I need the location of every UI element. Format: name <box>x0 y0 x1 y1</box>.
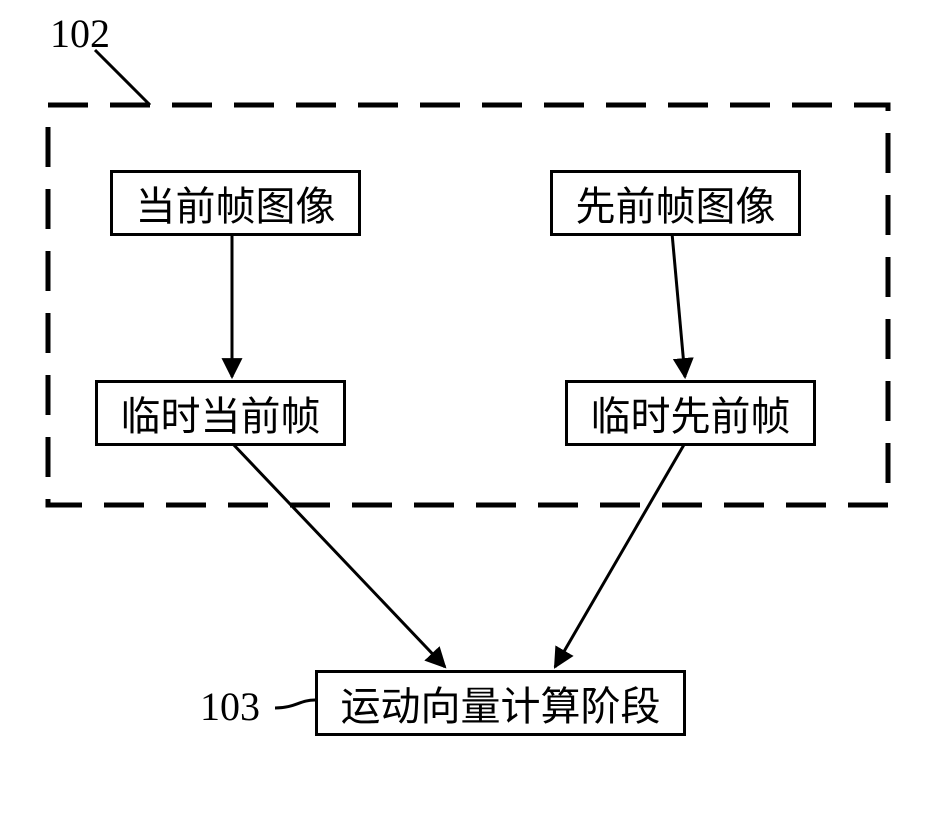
node-previous-frame-image: 先前帧图像 <box>550 170 801 236</box>
node-motion-vector-stage: 运动向量计算阶段 <box>315 670 686 736</box>
node-temp-current-frame-text: 临时当前帧 <box>121 384 321 442</box>
node-current-frame-image-text: 当前帧图像 <box>136 174 336 232</box>
node-current-frame-image: 当前帧图像 <box>110 170 361 236</box>
node-temp-previous-frame-text: 临时先前帧 <box>591 384 791 442</box>
node-temp-current-frame: 临时当前帧 <box>95 380 346 446</box>
diagram-canvas: 102 当前帧图像 先前帧图像 临时当前帧 临时先前帧 运动向量计算阶段 103 <box>0 0 927 837</box>
label-103: 103 <box>200 683 260 730</box>
node-previous-frame-image-text: 先前帧图像 <box>576 174 776 232</box>
leader-103 <box>275 700 315 708</box>
node-temp-previous-frame: 临时先前帧 <box>565 380 816 446</box>
edge-tmpcur-to-mv <box>232 443 445 667</box>
node-motion-vector-stage-text: 运动向量计算阶段 <box>341 674 661 732</box>
edge-tmpprev-to-mv <box>555 443 685 667</box>
leader-102 <box>95 50 150 105</box>
edge-prev-to-tmpprev <box>672 233 685 377</box>
label-102: 102 <box>50 10 110 57</box>
